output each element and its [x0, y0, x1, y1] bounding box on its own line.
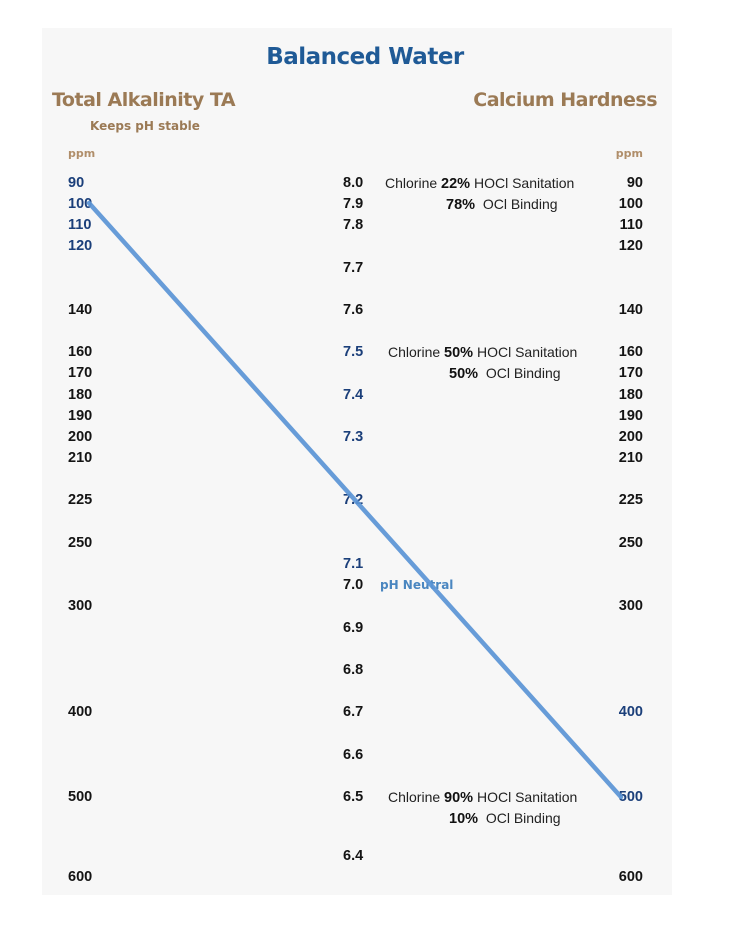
calcium-hardness-value: 140: [618, 302, 643, 318]
calcium-hardness-value: 100: [618, 196, 643, 212]
ph-value: 6.8: [343, 662, 364, 678]
total-alkalinity-value: 190: [68, 408, 93, 424]
chlorine-ocl-note: 50% OCl Binding: [449, 365, 561, 382]
ocl-text: OCl Binding: [485, 365, 561, 381]
total-alkalinity-value: 400: [68, 704, 93, 720]
chlorine-label: Chlorine: [385, 175, 438, 191]
total-alkalinity-value: 210: [68, 450, 93, 466]
calcium-hardness-value: 400: [618, 704, 643, 720]
total-alkalinity-value: 180: [68, 387, 93, 403]
ph-value: 7.6: [343, 302, 364, 318]
ph-value: 7.7: [343, 260, 364, 276]
calcium-hardness-value: 250: [618, 535, 643, 551]
total-alkalinity-value: 110: [68, 217, 92, 233]
balance-line: [86, 200, 624, 800]
total-alkalinity-value: 170: [68, 365, 93, 381]
total-alkalinity-value: 100: [68, 196, 93, 212]
hocl-text: HOCl Sanitation: [476, 789, 578, 805]
calcium-hardness-value: 200: [618, 429, 643, 445]
total-alkalinity-value: 225: [68, 492, 93, 508]
chlorine-hocl-note: Chlorine 90% HOCl Sanitation: [388, 789, 577, 806]
total-alkalinity-value: 160: [68, 344, 93, 360]
chlorine-ocl-note: 10% OCl Binding: [449, 810, 561, 827]
ph-value: 6.6: [343, 747, 364, 763]
ocl-percent: 78%: [446, 197, 476, 213]
calcium-hardness-heading: Calcium Hardness: [473, 89, 657, 111]
total-alkalinity-value: 600: [68, 869, 93, 885]
hocl-text: HOCl Sanitation: [476, 344, 578, 360]
ocl-text: OCl Binding: [485, 810, 561, 826]
ocl-text: OCl Binding: [482, 196, 558, 212]
calcium-hardness-value: 160: [618, 344, 643, 360]
hocl-percent: 50%: [444, 345, 474, 361]
ph-value: 7.0: [343, 577, 364, 593]
ocl-percent: 10%: [449, 811, 479, 827]
total-alkalinity-unit: ppm: [68, 147, 96, 160]
chlorine-label: Chlorine: [388, 344, 441, 360]
chlorine-hocl-note: Chlorine 22% HOCl Sanitation: [385, 175, 574, 192]
chlorine-hocl-note: Chlorine 50% HOCl Sanitation: [388, 344, 577, 361]
ph-value: 7.5: [343, 344, 364, 360]
total-alkalinity-heading: Total Alkalinity TA: [52, 89, 236, 111]
ph-value: 8.0: [343, 175, 364, 191]
ph-value: 7.1: [343, 556, 364, 572]
calcium-hardness-value: 170: [618, 365, 643, 381]
total-alkalinity-value: 250: [68, 535, 93, 551]
hocl-percent: 22%: [441, 176, 471, 192]
ph-value: 6.7: [343, 704, 364, 720]
calcium-hardness-value: 600: [618, 869, 643, 885]
calcium-hardness-value: 110: [619, 217, 643, 233]
ph-value: 7.8: [343, 217, 364, 233]
chart-title: Balanced Water: [266, 44, 464, 70]
calcium-hardness-value: 120: [618, 238, 643, 254]
ph-value: 6.5: [343, 789, 364, 805]
total-alkalinity-value: 200: [68, 429, 93, 445]
ph-value: 7.3: [343, 429, 364, 445]
total-alkalinity-value: 140: [68, 302, 93, 318]
chlorine-label: Chlorine: [388, 789, 441, 805]
chart-panel: [42, 28, 672, 895]
ph-value: 6.4: [343, 848, 364, 864]
total-alkalinity-subheading: Keeps pH stable: [90, 119, 200, 133]
calcium-hardness-value: 225: [618, 492, 643, 508]
total-alkalinity-value: 90: [68, 175, 85, 191]
calcium-hardness-value: 90: [626, 175, 643, 191]
total-alkalinity-value: 500: [68, 789, 93, 805]
ph-value: 6.9: [343, 620, 364, 636]
ph-value: 7.4: [343, 387, 364, 403]
calcium-hardness-unit: ppm: [615, 147, 643, 160]
calcium-hardness-value: 180: [618, 387, 643, 403]
calcium-hardness-value: 500: [618, 789, 643, 805]
hocl-text: HOCl Sanitation: [473, 175, 575, 191]
calcium-hardness-value: 300: [618, 598, 643, 614]
total-alkalinity-value: 120: [68, 238, 93, 254]
calcium-hardness-value: 190: [618, 408, 643, 424]
total-alkalinity-value: 300: [68, 598, 93, 614]
ph-value: 7.9: [343, 196, 364, 212]
calcium-hardness-value: 210: [618, 450, 643, 466]
hocl-percent: 90%: [444, 790, 474, 806]
chlorine-ocl-note: 78% OCl Binding: [446, 196, 558, 213]
ocl-percent: 50%: [449, 366, 479, 382]
